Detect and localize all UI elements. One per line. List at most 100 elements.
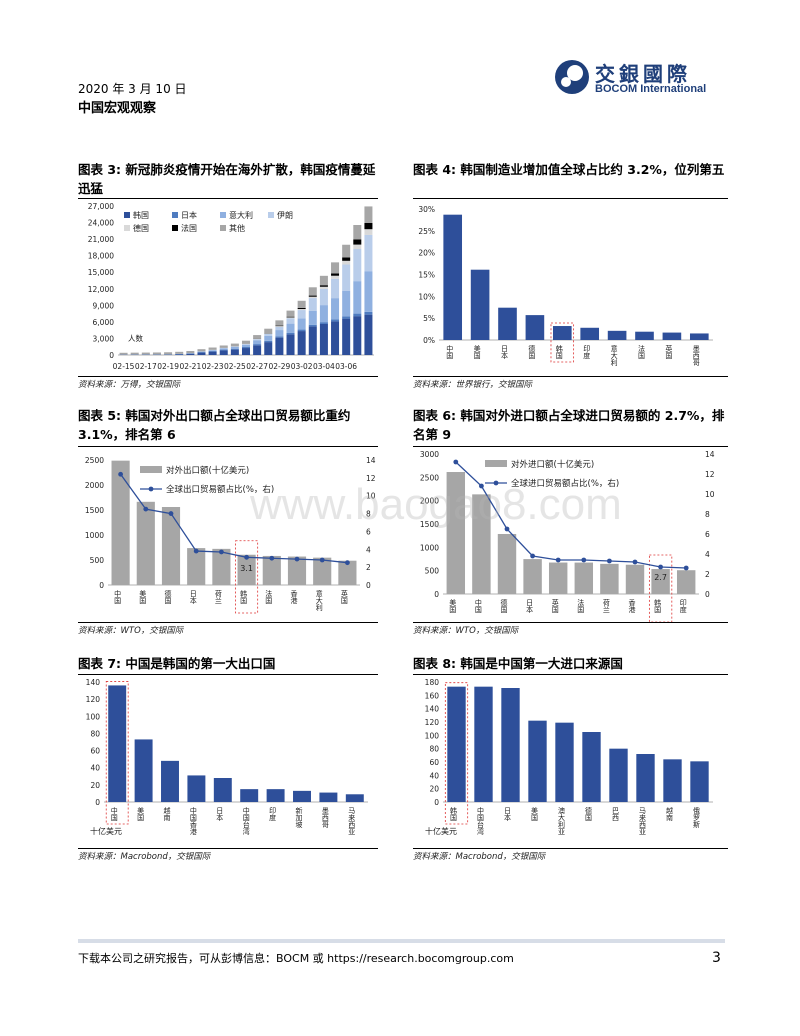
chart5-title-rule <box>78 446 378 447</box>
chart6-line <box>455 461 687 569</box>
chart3-xtick-label: 02-17 <box>135 362 157 371</box>
chart4-bar <box>498 307 517 340</box>
chart8-bar <box>609 748 628 802</box>
chart3-bar-segment <box>241 344 251 345</box>
chart4-bottom-rule <box>413 376 728 377</box>
chart3-bar-segment <box>241 340 251 344</box>
chart3-bar-segment <box>331 275 340 279</box>
chart6-bar <box>676 570 696 594</box>
chart3-bar-segment <box>241 347 251 349</box>
chart6-line-point <box>530 553 535 559</box>
chart8-ytick-label: 100 <box>425 731 440 740</box>
chart3-bar-segment <box>364 314 373 355</box>
chart6-xtick-label: 德国 <box>500 598 508 614</box>
chart4-ytick-label: 10% <box>418 292 435 301</box>
chart5-y2tick-label: 10 <box>366 492 376 501</box>
chart3-bar-segment <box>230 348 239 350</box>
chart7-source: 资料来源：Macrobond，交银国际 <box>78 852 211 862</box>
chart7-xtick-label: 新加坡 <box>295 806 303 829</box>
chart5-bar <box>212 548 231 585</box>
footer-text: 下载本公司之研究报告，可从彭博信息：BOCM 或 https://researc… <box>78 952 514 965</box>
chart3-bar-segment <box>241 344 251 348</box>
chart4-xtick-label: 中国 <box>446 344 454 360</box>
chart4-bar <box>525 315 545 340</box>
chart7-xtick-label: 越南 <box>163 806 171 821</box>
chart7-ytick-label: 100 <box>86 712 101 721</box>
chart5-line-point <box>244 554 250 560</box>
chart7-ytick-label: 20 <box>90 781 100 790</box>
chart3-bar-segment <box>308 324 317 327</box>
chart7-xtick-label: 日本 <box>216 807 224 822</box>
chart7-ytick-label: 40 <box>90 764 100 773</box>
chart3-bar-segment <box>264 340 273 343</box>
chart4-bar <box>580 327 600 340</box>
chart3-bar-segment <box>208 350 217 351</box>
chart8-xtick-label: 马来西亚 <box>639 807 647 835</box>
chart3-bar-segment <box>342 244 351 258</box>
chart3-bar-segment <box>286 317 295 319</box>
chart5-bar <box>313 557 332 585</box>
chart6-source: 资料来源：WTO，交银国际 <box>413 626 519 636</box>
chart8-bar <box>474 686 493 802</box>
chart6-y2tick-label: 4 <box>705 550 710 559</box>
chart3-legend-label: 德国 <box>133 223 149 233</box>
chart5-line <box>120 473 348 564</box>
chart5-ytick-label: 0 <box>99 581 104 590</box>
chart3-xtick-label: 02-23 <box>202 362 224 371</box>
chart3-bar-segment <box>297 307 306 310</box>
chart3-bar-segment <box>331 262 340 274</box>
chart3-bar-segment <box>364 229 373 235</box>
chart7-bar <box>108 685 127 802</box>
chart5-ytick-label: 1000 <box>85 531 104 540</box>
chart6-bar <box>472 494 491 594</box>
chart8-bar <box>555 722 574 802</box>
chart3-bar-segment <box>286 310 295 317</box>
chart5-y2tick-label: 12 <box>366 474 376 483</box>
chart3-xtick-label: 03-06 <box>335 362 357 371</box>
chart5-xtick-label: 荷兰 <box>214 589 222 604</box>
chart3-bar-segment <box>331 319 340 322</box>
chart4-source: 资料来源：世界银行，交银国际 <box>413 380 533 390</box>
chart3-bar-segment <box>353 239 362 245</box>
chart8-bar <box>636 754 655 802</box>
chart3-bar-segment <box>186 351 195 353</box>
chart3-bar-segment <box>308 296 317 299</box>
chart3-bar-segment <box>197 352 206 353</box>
chart3-ytick-label: 6,000 <box>93 318 115 327</box>
chart6-title: 图表 6: 韩国对外进口额占全球进口贸易额的 2.7%，排名第 9 <box>413 408 725 442</box>
chart3-bar-segment <box>175 351 184 354</box>
chart6-bar <box>574 562 594 594</box>
chart8-ytick-label: 60 <box>429 758 439 767</box>
chart3-bar-segment <box>331 321 340 355</box>
chart8-ytick-label: 40 <box>429 771 439 780</box>
chart8-bottom-rule <box>413 848 728 849</box>
chart3-xtick-label: 02-21 <box>179 362 201 371</box>
chart6-legend-line-label: 全球进口贸易额占比(%，右) <box>511 478 619 489</box>
chart5-line-point <box>143 506 149 512</box>
chart3-bar-segment <box>253 345 262 355</box>
chart8-xtick-label: 德国 <box>585 806 593 822</box>
chart5-xtick-label: 德国 <box>164 589 172 605</box>
chart5-bar <box>237 554 256 585</box>
chart4-xtick-label: 美国 <box>473 344 481 360</box>
chart3-bar-segment <box>197 349 206 352</box>
chart3-bar-segment <box>342 257 351 261</box>
chart4-ytick-label: 20% <box>418 249 435 258</box>
chart3-title-rule <box>78 198 378 199</box>
chart3-xtick-label: 03-02 <box>291 362 313 371</box>
footer-bar <box>78 939 725 943</box>
chart3-ytick-label: 15,000 <box>88 268 114 277</box>
chart3-bar-segment <box>308 295 317 297</box>
chart7-bar <box>134 739 153 802</box>
chart8-ytick-label: 180 <box>425 678 440 687</box>
chart3-bar-segment <box>186 353 195 354</box>
chart6-line-point <box>479 483 484 489</box>
chart6-y2tick-label: 0 <box>705 590 710 599</box>
chart5-ytick-label: 2500 <box>85 456 104 465</box>
chart8-ytick-label: 0 <box>434 798 439 807</box>
chart3-ytick-label: 24,000 <box>88 219 114 228</box>
chart5-highlight-box <box>235 540 259 614</box>
chart6-xtick-label: 韩国 <box>654 598 662 614</box>
chart6-bar <box>600 563 619 594</box>
chart3-legend-label: 日本 <box>181 210 197 220</box>
